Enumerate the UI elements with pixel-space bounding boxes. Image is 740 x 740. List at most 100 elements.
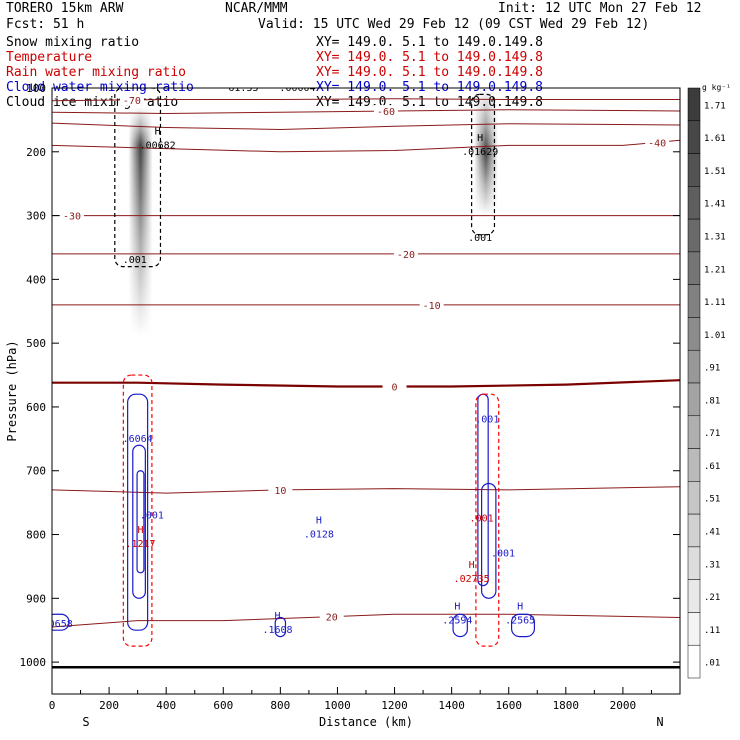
y-tick-label: 600 <box>26 401 46 414</box>
contour-value-label: .2565 <box>505 616 535 627</box>
x-tick-label: 1400 <box>438 699 465 712</box>
isotherm <box>52 486 680 494</box>
contour-value-label: .00004 <box>279 83 315 94</box>
max-marker: H <box>517 602 523 613</box>
isotherm-label: -40 <box>648 138 666 149</box>
x-tick-label: 1000 <box>324 699 351 712</box>
y-tick-label: 300 <box>26 210 46 223</box>
colorbar-label: .11 <box>704 626 720 636</box>
max-marker: H <box>137 525 143 536</box>
y-tick-label: 800 <box>26 529 46 542</box>
y-tick-label: 500 <box>26 337 46 350</box>
field-name: Temperature <box>6 50 93 65</box>
colorbar-swatch <box>687 153 701 187</box>
cloud-water-contour <box>452 613 468 638</box>
y-axis-label: Pressure (hPa) <box>5 340 19 441</box>
isotherm-label: 20 <box>326 613 338 624</box>
cloud-water-contour <box>481 482 497 599</box>
x-tick-label: 800 <box>270 699 290 712</box>
y-tick-label: 1000 <box>20 656 47 669</box>
x-axis-label: Distance (km) <box>319 715 413 729</box>
contour-value-label: .6064 <box>123 434 153 445</box>
cloud-water-contour <box>136 470 145 574</box>
contour-value-label: .0128 <box>304 530 334 541</box>
colorbar-swatch <box>687 415 701 449</box>
x-tick-label: 1200 <box>381 699 408 712</box>
valid-time: Valid: 15 UTC Wed 29 Feb 12 (09 CST Wed … <box>258 17 650 32</box>
colorbar-label: .61 <box>704 462 720 472</box>
contour-value-label: -61.33 <box>222 83 258 94</box>
colorbar-label: .41 <box>704 528 720 538</box>
cloud-ice-contour <box>114 88 162 268</box>
cloud-water-contour <box>274 616 287 638</box>
isotherm-label: -10 <box>423 301 441 312</box>
isotherm-label: 0 <box>392 383 398 394</box>
field-name: Snow mixing ratio <box>6 35 140 50</box>
y-tick-label: 400 <box>26 273 46 286</box>
isotherm-label: -60 <box>377 107 395 118</box>
x-tick-label: 1600 <box>495 699 522 712</box>
contour-value-label: .001 <box>123 255 147 266</box>
colorbar-swatch <box>687 612 701 646</box>
colorbar-swatch <box>687 186 701 220</box>
colorbar-swatch <box>687 284 701 318</box>
x-tick-label: 200 <box>99 699 119 712</box>
colorbar-label: 1.71 <box>704 101 726 111</box>
snow-column <box>128 107 153 337</box>
colorbar-label: 1.51 <box>704 167 726 177</box>
init-time: Init: 12 UTC Mon 27 Feb 12 <box>498 1 702 16</box>
north-label: N <box>656 715 663 729</box>
x-tick-label: 0 <box>49 699 56 712</box>
cloud-ice-contour <box>471 93 496 236</box>
max-marker: H <box>477 133 483 144</box>
colorbar-label: .81 <box>704 396 720 406</box>
south-label: S <box>82 715 89 729</box>
colorbar-swatch <box>687 349 701 384</box>
x-tick-label: 400 <box>156 699 176 712</box>
colorbar-label: .51 <box>704 495 720 505</box>
max-marker: H <box>316 516 322 527</box>
colorbar-swatch <box>687 218 701 253</box>
colorbar-label: .91 <box>704 364 720 374</box>
y-tick-label: 900 <box>26 592 46 605</box>
colorbar-swatch <box>687 481 701 515</box>
colorbar-label: 1.61 <box>704 134 726 144</box>
contour-value-label: .001 <box>468 233 492 244</box>
max-marker: H <box>155 126 161 137</box>
colorbar-swatch <box>687 317 701 351</box>
colorbar-label: 1.41 <box>704 200 726 210</box>
contour-value-label: .1217 <box>125 539 155 550</box>
colorbar-label: .01 <box>704 659 720 669</box>
isotherm <box>52 139 680 153</box>
colorbar-swatch <box>687 644 701 679</box>
isotherm <box>52 122 680 131</box>
colorbar-swatch <box>687 87 701 122</box>
contour-value-label: .02735 <box>454 574 490 585</box>
colorbar-label: .71 <box>704 429 720 439</box>
isotherm <box>52 98 680 102</box>
contour-value-label: .00682 <box>140 140 176 151</box>
colorbar-label: 1.21 <box>704 265 726 275</box>
contour-value-label: .2594 <box>442 616 472 627</box>
cloud-water-contour <box>52 613 70 631</box>
isotherm <box>52 379 680 388</box>
contour-value-label: .001 <box>491 549 515 560</box>
colorbar-swatch <box>687 251 701 285</box>
max-marker: H <box>469 560 475 571</box>
field-name: Rain water mixing ratio <box>6 65 187 80</box>
colorbar-label: 1.11 <box>704 298 726 308</box>
contour-value-label: .01629 <box>462 147 498 158</box>
contour-value-label: .001 <box>470 514 494 525</box>
contour-value-label: .1608 <box>262 625 292 636</box>
colorbar-swatch <box>687 579 701 613</box>
isotherm-label: -20 <box>397 250 415 261</box>
colorbar-swatch <box>687 382 701 417</box>
y-tick-label: 200 <box>26 146 46 159</box>
snow-column <box>473 88 498 216</box>
colorbar-label: 1.31 <box>704 233 726 243</box>
field-xy-range: XY= 149.0. 5.1 to 149.0.149.8 <box>316 50 543 65</box>
forecast-hour: Fcst: 51 h <box>6 17 85 32</box>
cloud-water-contour <box>510 613 536 638</box>
